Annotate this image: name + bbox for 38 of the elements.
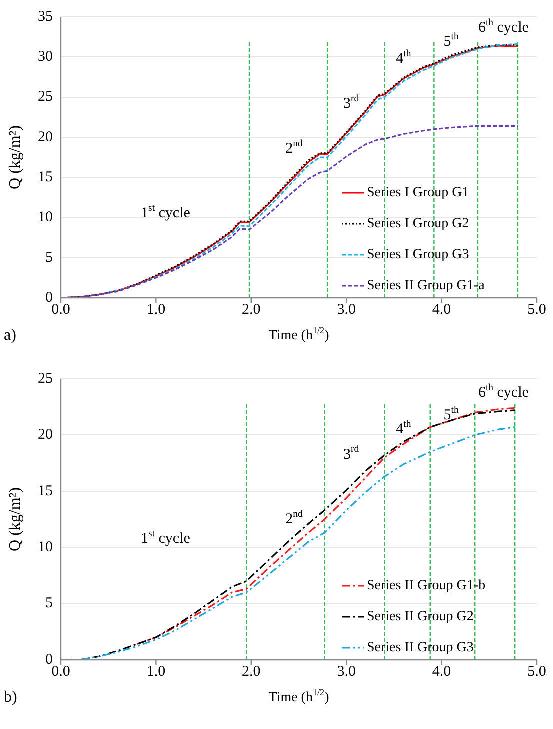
y-tick-label: 15 (38, 483, 53, 500)
y-tick-label: 15 (38, 170, 53, 186)
x-tick-label: 3.0 (337, 302, 356, 318)
x-tick-label: 1.0 (146, 664, 166, 680)
y-axis-title: Q (kg/m²) (7, 126, 24, 190)
y-tick-label: 5 (46, 596, 53, 612)
y-tick-label: 25 (38, 370, 53, 387)
y-tick-label: 35 (38, 8, 53, 25)
x-tick-label: 0.0 (52, 664, 70, 680)
y-tick-label: 10 (38, 210, 53, 226)
y-tick-label: 20 (38, 427, 53, 444)
legend-label: Series II Group G1-b (367, 578, 486, 594)
legend-label: Series II Group G1-a (367, 278, 486, 294)
legend-label: Series I Group G2 (367, 216, 470, 232)
legend-label: Series II Group G3 (367, 640, 474, 656)
y-tick-label: 5 (46, 250, 53, 266)
x-tick-label: 2.0 (242, 302, 261, 318)
x-tick-label: 2.0 (242, 664, 261, 680)
text: b) (4, 689, 18, 706)
legend-label: Series II Group G2 (367, 610, 474, 625)
y-axis-title: Q (kg/m²) (7, 488, 24, 552)
legend-label: Series I Group G3 (367, 248, 470, 263)
y-tick-label: 0 (46, 652, 53, 668)
x-tick-label: 4.0 (432, 664, 452, 680)
x-tick-label: 4.0 (432, 302, 452, 318)
y-tick-label: 30 (38, 49, 53, 66)
x-tick-label: 0.0 (52, 302, 70, 318)
y-tick-label: 10 (38, 540, 53, 556)
text: a) (4, 327, 16, 344)
x-tick-label: 5.0 (528, 664, 546, 680)
y-tick-label: 0 (46, 290, 53, 306)
line-series (61, 125, 519, 298)
legend-label: Series I Group G1 (367, 186, 470, 201)
x-tick-label: 3.0 (337, 664, 356, 680)
y-tick-label: 20 (38, 129, 53, 146)
x-tick-label: 5.0 (528, 302, 546, 318)
x-tick-label: 1.0 (146, 302, 166, 318)
y-tick-label: 25 (38, 89, 53, 106)
